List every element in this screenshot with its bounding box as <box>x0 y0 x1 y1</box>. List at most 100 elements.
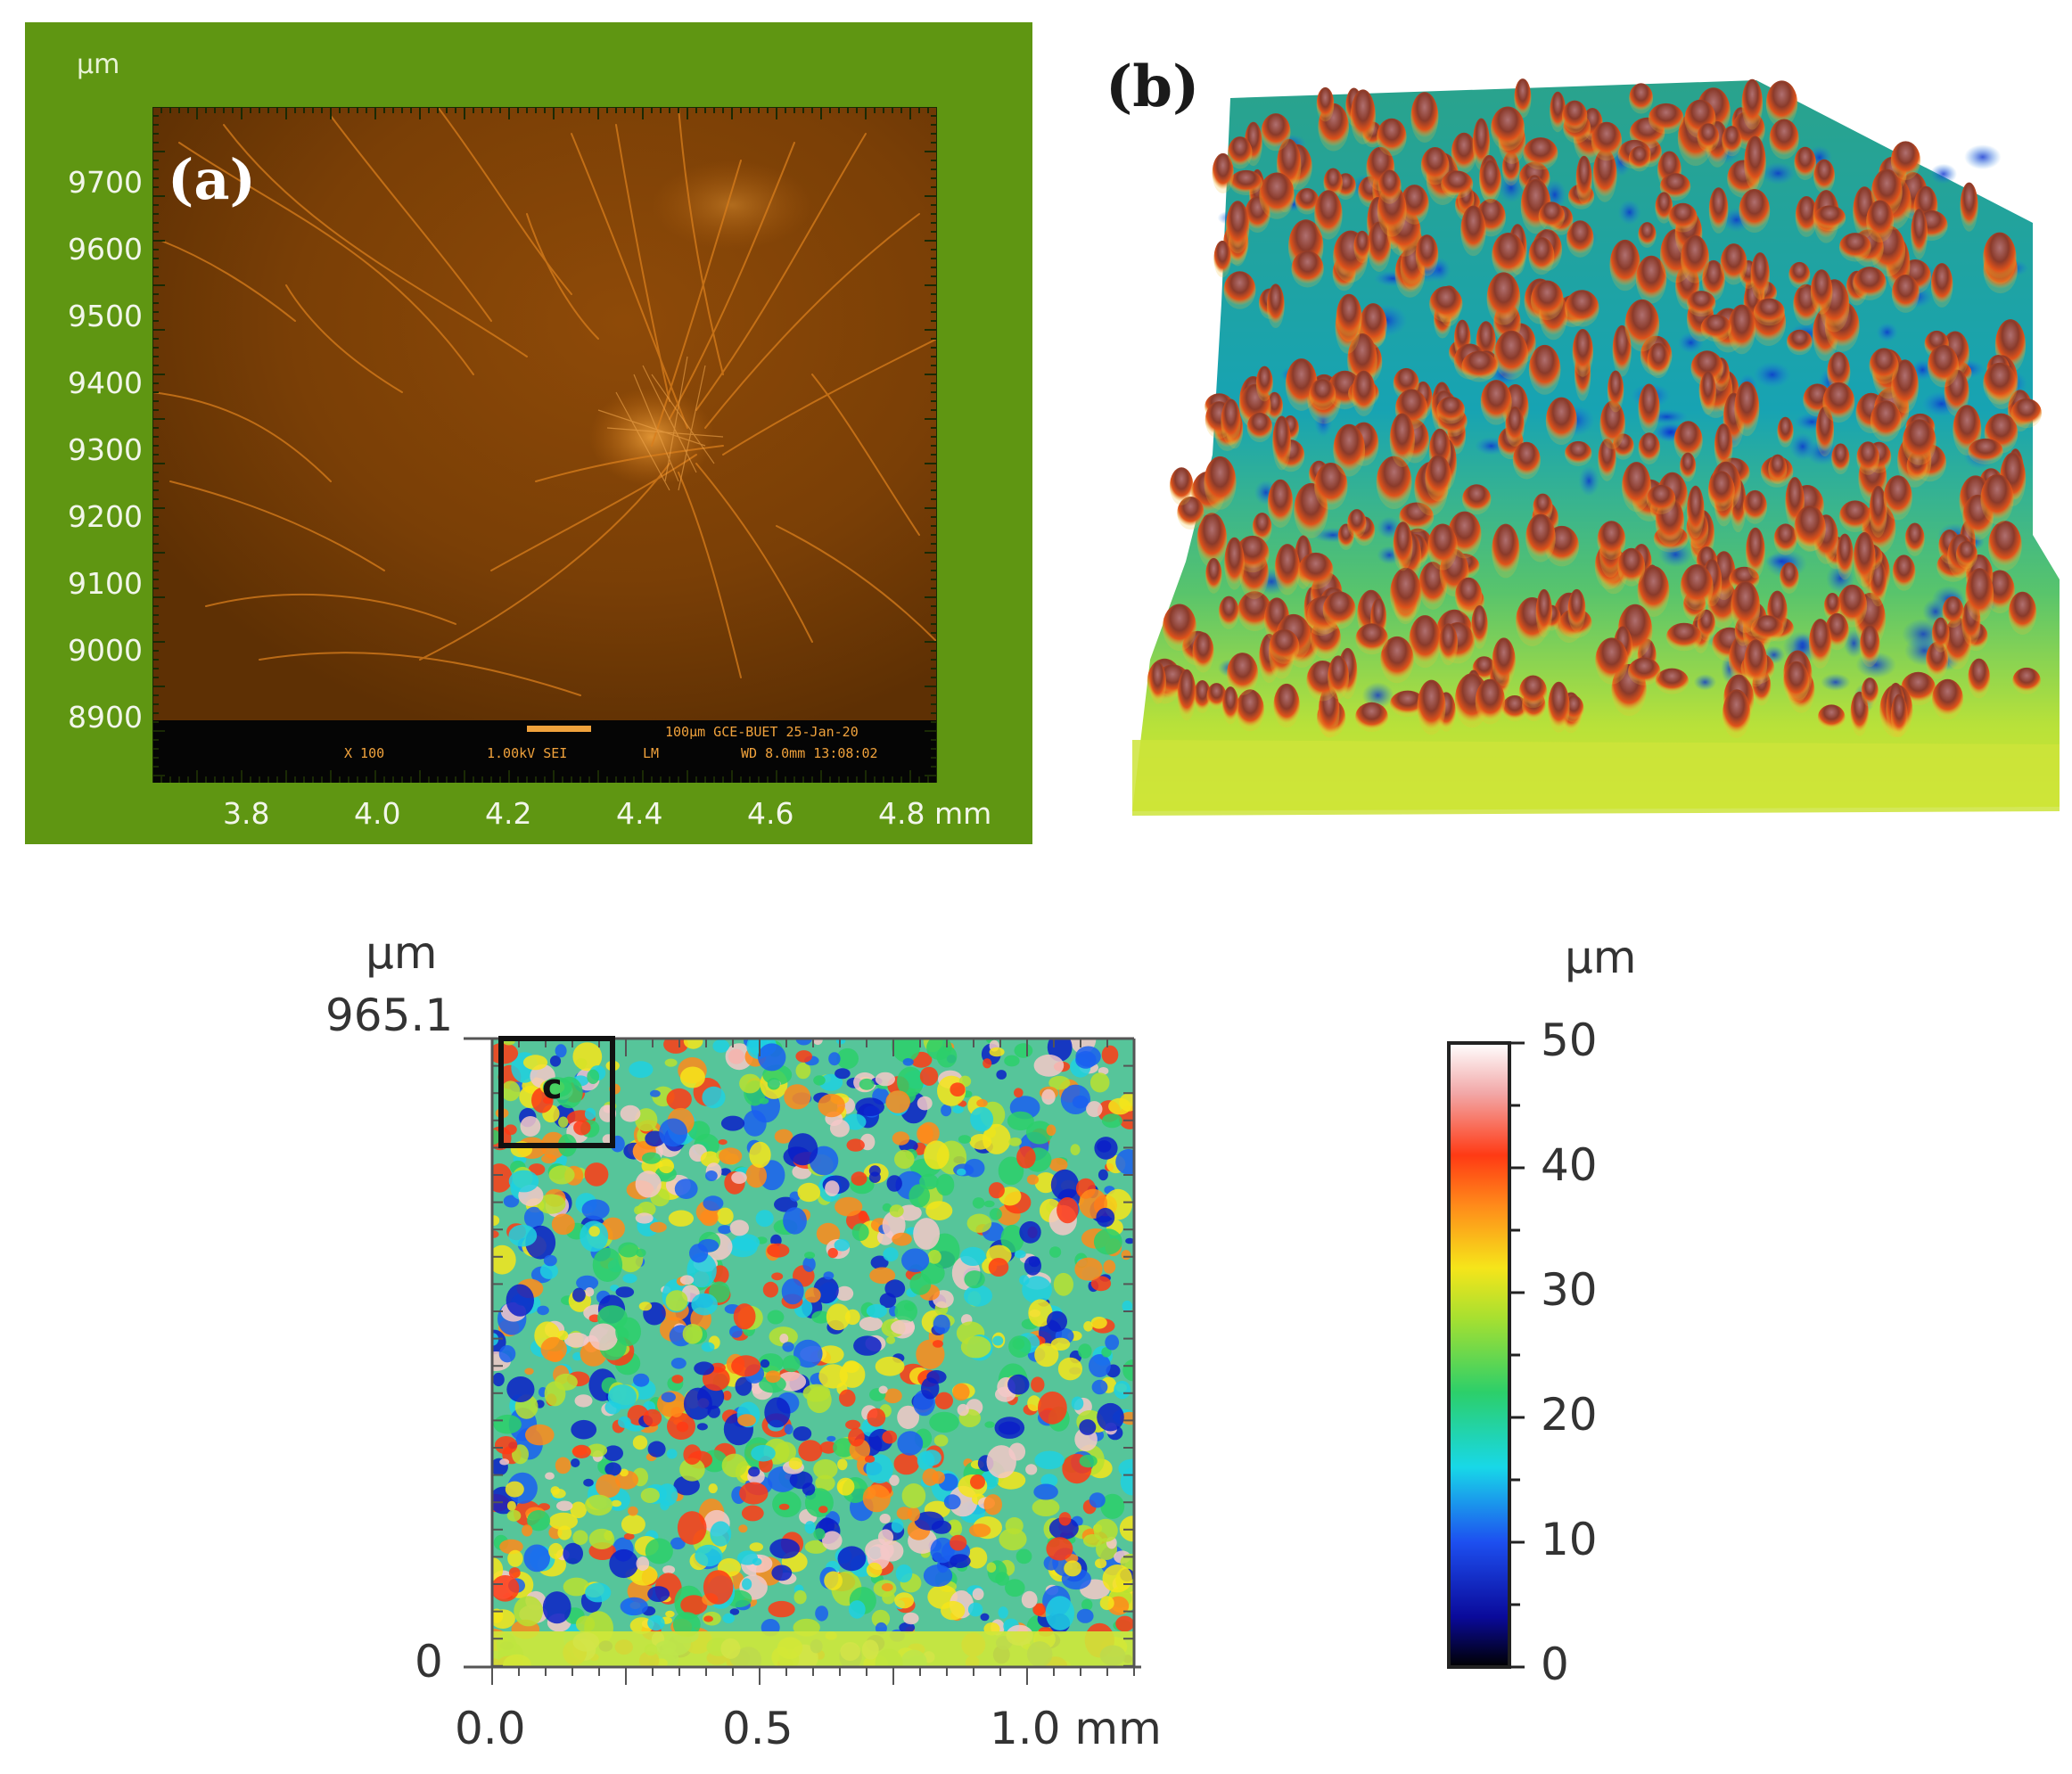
height-map-blob <box>492 1575 520 1602</box>
height-map-blob <box>779 1334 789 1343</box>
height-map-blob <box>788 1457 802 1470</box>
height-map-blob <box>1108 1097 1131 1115</box>
surface-peak <box>1223 271 1256 309</box>
colorbar-tick-label: 20 <box>1541 1389 1598 1441</box>
height-map-blob <box>505 1481 524 1498</box>
height-map-blob <box>720 1115 745 1131</box>
surface-peak <box>1438 623 1459 666</box>
height-map-blob <box>956 1168 966 1176</box>
surface-peak <box>1680 564 1714 611</box>
height-map-blob <box>662 1565 676 1574</box>
height-map-blob <box>1016 1146 1036 1169</box>
surface-peak <box>1566 220 1594 258</box>
height-map-blob <box>718 1225 732 1235</box>
height-map-blob <box>1089 1492 1106 1508</box>
height-map-blob <box>771 1565 793 1581</box>
height-map-bottom-band <box>492 1631 1134 1667</box>
surface-peak <box>1744 639 1768 687</box>
height-map-blob <box>1034 1450 1065 1470</box>
surface-peak <box>1687 291 1716 317</box>
height-map-blob <box>700 1209 719 1227</box>
surface-peak <box>1298 552 1334 589</box>
sem-info-line1: 100µm GCE-BUET 25-Jan-20 <box>665 724 859 740</box>
height-map-blob <box>1103 1260 1116 1274</box>
surface-peak <box>1177 669 1196 721</box>
height-map-blob <box>695 1544 723 1567</box>
height-map-blob <box>984 1421 995 1428</box>
height-map-blob <box>950 1082 966 1096</box>
height-map-blob <box>735 1376 752 1396</box>
height-map-blob <box>737 1414 756 1427</box>
height-map-blob <box>822 1531 843 1550</box>
height-map-blob <box>523 1544 550 1573</box>
height-map-blob <box>520 1116 541 1137</box>
sem-info-bar: 100µm GCE-BUET 25-Jan-20 X 100 1.00kV SE… <box>152 720 937 783</box>
sem-y-tick: 9100 <box>68 566 143 601</box>
surface-peak <box>1624 299 1660 352</box>
surface-valley <box>1578 465 1600 497</box>
height-map-blob <box>826 1303 851 1331</box>
surface-peak <box>1638 383 1660 435</box>
height-map-blob <box>952 1105 964 1114</box>
height-map-blob <box>889 1474 900 1486</box>
surface-peak <box>1218 595 1239 629</box>
surface-peak <box>1808 619 1832 669</box>
height-map-blob <box>588 1323 618 1351</box>
height-map-blob <box>952 1383 970 1401</box>
height-map-blob <box>851 1171 867 1187</box>
height-map-blob <box>737 1550 758 1565</box>
surface-peak <box>1892 554 1916 591</box>
surface-peak <box>1743 489 1767 524</box>
height-map-blob <box>892 1131 910 1146</box>
height-map-blob <box>1046 1537 1073 1561</box>
height-map-blob <box>555 1373 578 1391</box>
colorbar-tick-label: 0 <box>1541 1638 1569 1690</box>
height-map-blob <box>907 1507 920 1522</box>
surface-peak <box>1562 100 1588 133</box>
height-map-blob <box>666 1449 678 1459</box>
surface-peak <box>1390 690 1426 717</box>
height-map-blob <box>818 1073 843 1091</box>
surface-peak <box>1783 661 1810 703</box>
height-map-blob <box>643 1409 662 1427</box>
surface-peak <box>1744 136 1766 192</box>
height-map-blob <box>767 1243 790 1258</box>
sem-info-kv: 1.00kV SEI <box>487 745 568 761</box>
height-map-blob <box>573 1120 591 1136</box>
surface-peak <box>1773 523 1797 555</box>
height-map-blob <box>543 1254 557 1267</box>
height-map-blob <box>835 1039 846 1045</box>
height-map-blob <box>572 1042 603 1072</box>
height-map-blob <box>909 1184 930 1208</box>
height-map-blob <box>632 1435 648 1450</box>
height-map-blob <box>679 1458 705 1482</box>
height-map-blob <box>972 1197 985 1209</box>
height-map-blob <box>607 1384 637 1409</box>
height-map-blob <box>635 1212 654 1224</box>
height-map-x-tick: 0.5 <box>722 1703 793 1754</box>
height-map-blob <box>870 1255 889 1269</box>
surface-peak <box>1259 172 1295 219</box>
surface-peak <box>1780 562 1799 594</box>
surface-peak <box>1538 201 1565 231</box>
height-map-blob <box>835 1068 851 1080</box>
surface-peak <box>1274 544 1301 595</box>
height-map-blob <box>882 1211 906 1239</box>
height-map-blob <box>875 1072 896 1087</box>
sem-x-tick: 4.6 <box>747 796 794 831</box>
surface-peak <box>1869 485 1887 538</box>
surface-peak <box>1722 126 1742 157</box>
height-map-blob <box>498 1345 516 1363</box>
height-map-blob <box>543 1096 553 1105</box>
height-map-blob <box>793 1589 807 1605</box>
surface-peak <box>1635 255 1667 304</box>
surface-peak <box>1228 136 1253 169</box>
surface-peak <box>1622 462 1651 513</box>
height-map-blob <box>1072 1095 1089 1109</box>
height-map-blob <box>837 1458 848 1471</box>
surface-peak <box>1528 236 1555 275</box>
height-map-blob <box>802 1482 816 1496</box>
height-map-blob <box>1075 1046 1101 1067</box>
height-map-blob <box>913 1218 940 1250</box>
height-map-blob <box>966 1213 992 1233</box>
